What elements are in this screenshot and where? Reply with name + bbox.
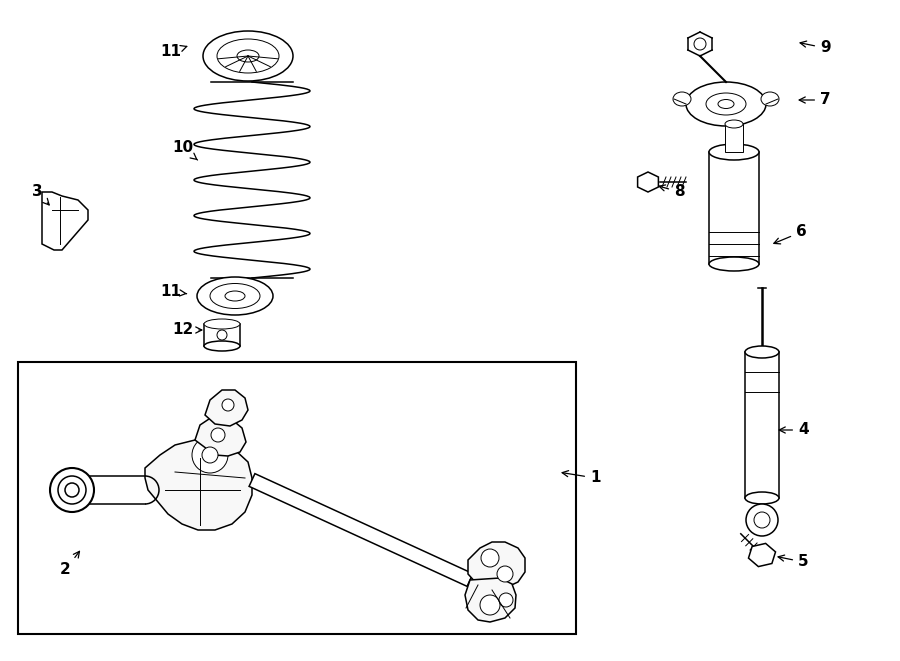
Circle shape — [480, 595, 500, 615]
Text: 11: 11 — [160, 44, 187, 59]
Ellipse shape — [761, 92, 779, 106]
Text: 3: 3 — [32, 184, 50, 205]
Polygon shape — [195, 415, 246, 456]
Text: 8: 8 — [659, 184, 685, 200]
Circle shape — [192, 437, 228, 473]
Circle shape — [497, 566, 513, 582]
Polygon shape — [205, 390, 248, 426]
Bar — [204, 324, 240, 346]
Text: 6: 6 — [774, 225, 806, 244]
Text: 4: 4 — [779, 422, 808, 438]
Polygon shape — [465, 578, 516, 622]
Text: 2: 2 — [60, 551, 79, 578]
Polygon shape — [468, 542, 525, 590]
Circle shape — [217, 330, 227, 340]
Text: 7: 7 — [799, 93, 831, 108]
Ellipse shape — [718, 100, 734, 108]
Bar — [745, 352, 779, 498]
Ellipse shape — [709, 257, 759, 271]
Ellipse shape — [204, 319, 240, 329]
Ellipse shape — [745, 492, 779, 504]
Circle shape — [211, 428, 225, 442]
Polygon shape — [249, 474, 472, 586]
Ellipse shape — [237, 50, 259, 62]
Text: 1: 1 — [562, 471, 600, 485]
Ellipse shape — [217, 39, 279, 73]
Ellipse shape — [725, 120, 743, 128]
Circle shape — [481, 549, 499, 567]
Polygon shape — [145, 440, 252, 530]
Bar — [709, 152, 759, 264]
Circle shape — [222, 399, 234, 411]
Text: 9: 9 — [800, 40, 831, 56]
Circle shape — [65, 483, 79, 497]
Polygon shape — [749, 543, 776, 566]
Ellipse shape — [203, 31, 293, 81]
Ellipse shape — [197, 277, 273, 315]
Text: 10: 10 — [172, 141, 198, 160]
Ellipse shape — [225, 291, 245, 301]
Text: 5: 5 — [778, 555, 808, 570]
Polygon shape — [42, 192, 88, 250]
Ellipse shape — [706, 93, 746, 115]
Circle shape — [694, 38, 706, 50]
Circle shape — [754, 512, 770, 528]
Circle shape — [499, 593, 513, 607]
Ellipse shape — [204, 341, 240, 351]
Polygon shape — [637, 172, 659, 192]
Circle shape — [202, 447, 218, 463]
Ellipse shape — [686, 82, 766, 126]
Ellipse shape — [673, 92, 691, 106]
Bar — [725, 124, 743, 152]
Bar — [18, 362, 576, 634]
Circle shape — [746, 504, 778, 536]
Circle shape — [58, 476, 86, 504]
Ellipse shape — [745, 346, 779, 358]
Text: 11: 11 — [160, 284, 186, 299]
Ellipse shape — [709, 144, 759, 160]
Text: 12: 12 — [172, 323, 202, 338]
Ellipse shape — [210, 284, 260, 309]
Circle shape — [50, 468, 94, 512]
